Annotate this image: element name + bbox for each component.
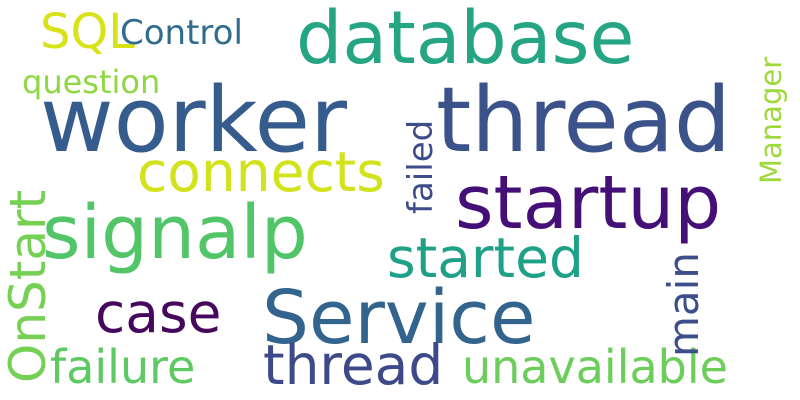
word-failure: failure [50, 340, 196, 394]
word-database: database [296, 0, 635, 81]
word-failed: failed [401, 119, 441, 214]
word-case: case [95, 281, 222, 345]
word-worker: worker [40, 68, 347, 173]
word-sql: SQL [40, 4, 135, 60]
word-connects: connects [137, 140, 385, 204]
word-signalp: signalp [42, 190, 308, 276]
word-onstart: OnStart [0, 189, 57, 383]
word-main: main [659, 252, 708, 357]
word-thread-large: thread [436, 68, 732, 173]
word-control: Control [120, 13, 243, 53]
word-started: started [387, 226, 584, 290]
word-unavailable: unavailable [462, 340, 728, 394]
word-thread-small: thread [263, 333, 444, 397]
word-service: Service [262, 275, 536, 361]
word-startup: startup [455, 160, 722, 246]
word-manager: Manager [754, 56, 788, 184]
word-question: question [22, 63, 161, 101]
